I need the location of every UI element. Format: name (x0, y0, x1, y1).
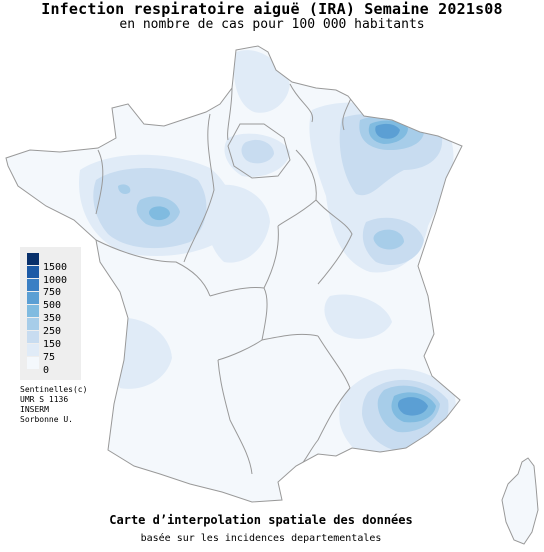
legend-label-750: 750 (43, 287, 62, 298)
legend-swatch-0 (27, 357, 39, 369)
map-subtitle: en nombre de cas pour 100 000 habitants (119, 17, 425, 32)
credits: Sentinelles(c) UMR S 1136 INSERM Sorbonn… (20, 385, 87, 425)
footer-basis: basée sur les incidences departementales (140, 533, 382, 544)
zone-southwest-75 (112, 317, 172, 389)
legend: 1500 1000 750 500 350 250 150 75 0 (20, 247, 81, 380)
credit-sentinelles: Sentinelles(c) (20, 385, 88, 394)
legend-label-150: 150 (43, 339, 62, 350)
legend-swatch-150 (27, 331, 39, 343)
legend-label-75: 75 (43, 352, 56, 363)
zone-paris-150 (241, 139, 274, 164)
legend-label-1000: 1000 (43, 275, 68, 286)
legend-swatch-1500 (27, 253, 39, 265)
legend-label-500: 500 (43, 300, 62, 311)
legend-label-250: 250 (43, 326, 62, 337)
zone-moselle-500 (375, 123, 400, 139)
legend-swatch-75 (27, 344, 39, 356)
zone-jura-75 (324, 294, 392, 339)
credit-inserm: INSERM (20, 405, 49, 414)
zone-southeast-500 (397, 397, 428, 416)
map-title: Infection respiratoire aiguë (IRA) Semai… (41, 0, 503, 18)
zone-alsace-250 (373, 229, 404, 250)
legend-label-0: 0 (43, 365, 50, 376)
legend-swatch-500 (27, 292, 39, 304)
credit-umr: UMR S 1136 (20, 395, 69, 404)
legend-swatch-250 (27, 318, 39, 330)
corsica (501, 457, 539, 545)
legend-swatch-1000 (27, 266, 39, 278)
zone-brittany-250 (118, 184, 131, 194)
legend-label-1500: 1500 (43, 262, 68, 273)
zone-west-350 (149, 206, 170, 221)
credit-sorbonne: Sorbonne U. (20, 415, 73, 424)
footer-method: Carte d’interpolation spatiale des donné… (109, 513, 413, 527)
legend-label-350: 350 (43, 313, 62, 324)
zone-center-north-75 (206, 184, 270, 263)
legend-swatch-350 (27, 305, 39, 317)
france-outline (5, 45, 463, 503)
legend-swatch-750 (27, 279, 39, 291)
